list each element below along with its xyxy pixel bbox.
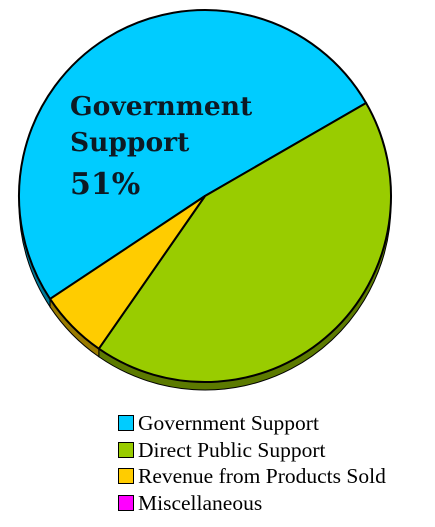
legend-swatch [118, 468, 134, 485]
slice-label-percent: 51% [70, 167, 140, 202]
legend-swatch [118, 415, 134, 432]
legend-swatch [118, 441, 134, 458]
legend-label: Direct Public Support [138, 437, 326, 462]
pie-chart: Government Support 51% [18, 9, 392, 391]
legend-swatch [118, 494, 134, 511]
legend-label: Government Support [138, 411, 319, 435]
pie-slices [18, 9, 392, 391]
legend-item-direct-public-support: Direct Public Support [118, 437, 433, 464]
legend-label: Miscellaneous [138, 490, 263, 515]
slice-label-line-1: Government [70, 91, 253, 122]
slice-label-line-2: Support [70, 127, 190, 158]
legend-label: Revenue from Products Sold [138, 464, 386, 488]
pie-slice-2 [49, 195, 206, 350]
pie-slice-1 [97, 102, 392, 383]
pie-slice-0 [18, 9, 368, 300]
legend-item-miscellaneous: Miscellaneous [118, 490, 433, 517]
legend-item-revenue-from-products-sold: Revenue from Products Sold [118, 463, 433, 490]
legend: Government Support Direct Public Support… [118, 410, 433, 516]
legend-item-government-support: Government Support [118, 410, 433, 437]
